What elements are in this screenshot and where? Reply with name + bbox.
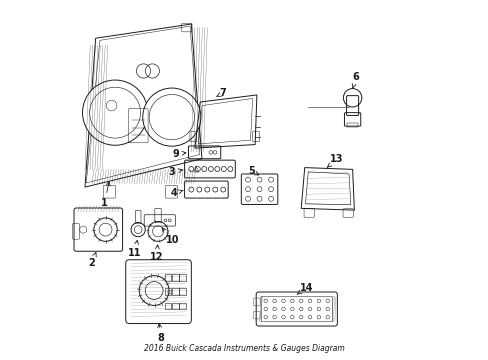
Bar	[172, 288, 178, 295]
Bar	[165, 274, 171, 281]
Text: 2: 2	[88, 252, 96, 268]
Text: 7: 7	[216, 88, 226, 98]
Bar	[179, 274, 185, 281]
Bar	[172, 303, 178, 309]
Bar	[179, 288, 185, 295]
Bar	[165, 288, 171, 295]
Text: 1: 1	[101, 182, 110, 208]
Text: 6: 6	[351, 72, 359, 88]
Text: 13: 13	[326, 154, 343, 167]
Text: 10: 10	[162, 228, 179, 245]
Circle shape	[142, 88, 201, 146]
Text: 8: 8	[158, 324, 164, 343]
Text: 11: 11	[127, 240, 141, 258]
Circle shape	[82, 80, 147, 145]
Bar	[165, 303, 171, 309]
Text: 12: 12	[149, 245, 163, 262]
Bar	[172, 274, 178, 281]
Text: 5: 5	[248, 166, 258, 176]
Text: 14: 14	[296, 283, 313, 294]
Text: 3: 3	[168, 167, 182, 177]
Text: 9: 9	[172, 149, 185, 159]
Text: 2016 Buick Cascada Instruments & Gauges Diagram: 2016 Buick Cascada Instruments & Gauges …	[144, 344, 344, 353]
Bar	[179, 303, 185, 309]
Text: 4: 4	[171, 188, 183, 198]
